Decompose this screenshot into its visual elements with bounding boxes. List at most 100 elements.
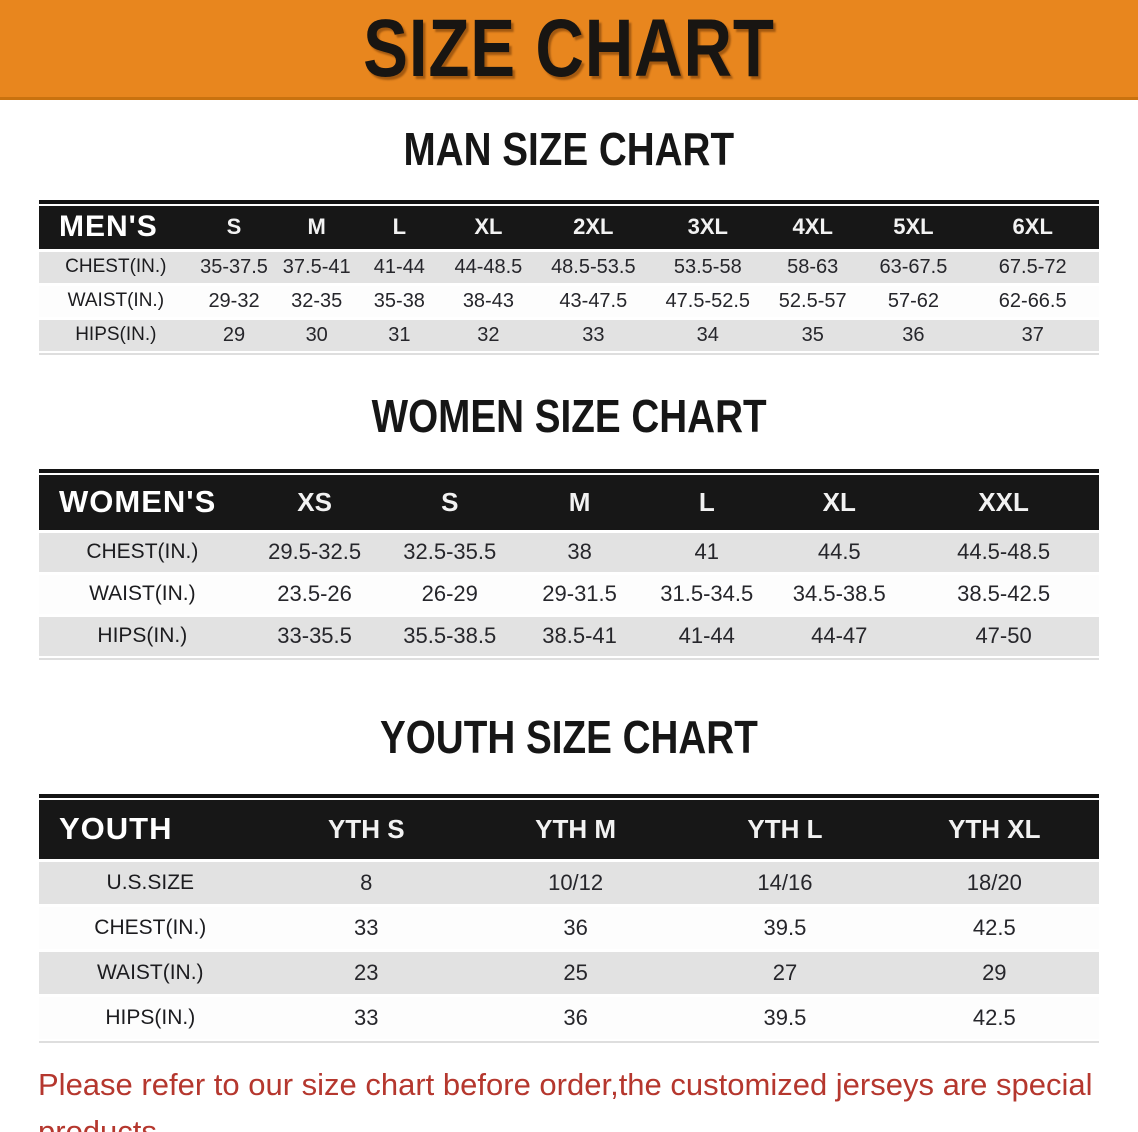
youth-table-wrap: YOUTH YTH S YTH M YTH L YTH XL U.S.SIZE …	[39, 794, 1099, 1043]
women-waist-row: WAIST(IN.) 23.5-26 26-29 29-31.5 31.5-34…	[39, 571, 1099, 616]
youth-size-table: YOUTH YTH S YTH M YTH L YTH XL U.S.SIZE …	[39, 800, 1099, 1041]
men-chest-row: CHEST(IN.) 35-37.5 37.5-41 41-44 44-48.5…	[39, 248, 1099, 285]
women-col-header: XL	[822, 486, 856, 517]
table-cell: 30	[275, 316, 359, 353]
table-cell: 42.5	[889, 903, 1099, 951]
women-size-table: WOMEN'S XS S M L XL XXL CHEST(IN.) 29.5-…	[39, 475, 1099, 658]
row-label: CHEST(IN.)	[39, 248, 193, 285]
men-size-table: MEN'S S M L XL 2XL 3XL 4XL 5XL 6XL CHEST	[39, 206, 1099, 353]
table-cell: 67.5-72	[966, 248, 1099, 285]
women-col-header: L	[698, 486, 715, 517]
women-section-heading: WOMEN SIZE CHART	[0, 389, 1138, 443]
youth-col-header: YTH XL	[948, 813, 1041, 844]
row-label: WAIST(IN.)	[39, 571, 246, 616]
women-table-title: WOMEN'S	[59, 484, 217, 520]
note-line-1: Please refer to our size chart before or…	[38, 1067, 1093, 1132]
table-cell: 36	[470, 903, 681, 951]
table-cell: 10/12	[470, 858, 681, 906]
table-cell: 35-38	[358, 282, 441, 319]
table-cell: 33	[261, 903, 471, 951]
table-cell: 8	[261, 858, 471, 906]
youth-waist-row: WAIST(IN.) 23 25 27 29	[39, 948, 1099, 996]
table-cell: 29-31.5	[515, 571, 644, 616]
table-cell: 44-48.5	[440, 248, 537, 285]
page-title: SIZE CHART	[363, 2, 775, 94]
table-cell: 18/20	[889, 858, 1099, 906]
table-cell: 32.5-35.5	[383, 529, 516, 574]
row-label: HIPS(IN.)	[39, 993, 262, 1041]
youth-hips-row: HIPS(IN.) 33 36 39.5 42.5	[39, 993, 1099, 1041]
table-cell: 26-29	[383, 571, 516, 616]
youth-chest-row: CHEST(IN.) 33 36 39.5 42.5	[39, 903, 1099, 951]
table-cell: 47.5-52.5	[650, 282, 766, 319]
table-cell: 23.5-26	[245, 571, 384, 616]
women-col-header: S	[441, 486, 459, 517]
row-label: U.S.SIZE	[39, 858, 262, 906]
men-col-header: 2XL	[573, 214, 614, 240]
youth-col-header: YTH L	[747, 813, 823, 844]
table-cell: 41-44	[643, 613, 771, 658]
table-cell: 44.5	[770, 529, 909, 574]
table-cell: 57-62	[860, 282, 967, 319]
men-section-heading-text: MAN SIZE CHART	[403, 123, 735, 175]
table-cell: 39.5	[680, 903, 890, 951]
youth-section-heading-text: YOUTH SIZE CHART	[380, 711, 758, 763]
row-label: HIPS(IN.)	[39, 316, 193, 353]
table-cell: 47-50	[908, 613, 1099, 658]
table-cell: 33	[261, 993, 471, 1041]
men-col-header: 4XL	[792, 214, 833, 240]
table-cell: 38	[515, 529, 644, 574]
men-hips-row: HIPS(IN.) 29 30 31 32 33 34 35 36 37	[39, 316, 1099, 353]
table-cell: 25	[470, 948, 681, 996]
table-cell: 32	[440, 316, 537, 353]
table-cell: 53.5-58	[650, 248, 766, 285]
women-col-header: XXL	[978, 486, 1029, 517]
table-cell: 33-35.5	[245, 613, 384, 658]
table-cell: 52.5-57	[765, 282, 861, 319]
footer-note: Please refer to our size chart before or…	[38, 1061, 1108, 1132]
table-cell: 38.5-42.5	[908, 571, 1099, 616]
men-col-header: 6XL	[1012, 214, 1053, 240]
table-cell: 41	[643, 529, 771, 574]
table-cell: 48.5-53.5	[536, 248, 651, 285]
row-label: WAIST(IN.)	[39, 948, 262, 996]
youth-header-row: YOUTH YTH S YTH M YTH L YTH XL	[39, 800, 1099, 860]
women-col-header: XS	[297, 486, 332, 517]
women-col-header: M	[568, 486, 591, 517]
table-cell: 38-43	[440, 282, 537, 319]
table-cell: 39.5	[680, 993, 890, 1041]
youth-section-heading: YOUTH SIZE CHART	[0, 710, 1138, 764]
row-label: HIPS(IN.)	[39, 613, 246, 658]
youth-ussize-row: U.S.SIZE 8 10/12 14/16 18/20	[39, 858, 1099, 906]
table-cell: 29.5-32.5	[245, 529, 384, 574]
row-label: CHEST(IN.)	[39, 903, 262, 951]
men-col-header: XL	[474, 214, 503, 240]
table-cell: 23	[261, 948, 471, 996]
table-cell: 58-63	[765, 248, 861, 285]
table-cell: 42.5	[889, 993, 1099, 1041]
table-cell: 31	[358, 316, 441, 353]
youth-section: YOUTH SIZE CHART YOUTH YTH S YTH M YTH L…	[0, 710, 1138, 1043]
women-header-row: WOMEN'S XS S M L XL XXL	[39, 475, 1099, 531]
table-cell: 32-35	[275, 282, 359, 319]
table-cell: 34.5-38.5	[770, 571, 909, 616]
table-cell: 34	[650, 316, 766, 353]
women-hips-row: HIPS(IN.) 33-35.5 35.5-38.5 38.5-41 41-4…	[39, 613, 1099, 658]
youth-table-title: YOUTH	[59, 811, 173, 847]
table-cell: 37	[966, 316, 1099, 353]
table-cell: 35	[765, 316, 861, 353]
row-label: CHEST(IN.)	[39, 529, 246, 574]
men-section-heading: MAN SIZE CHART	[0, 122, 1138, 176]
table-cell: 29	[192, 316, 276, 353]
men-col-header: L	[392, 214, 407, 240]
table-cell: 29	[889, 948, 1099, 996]
table-cell: 33	[536, 316, 651, 353]
men-header-row: MEN'S S M L XL 2XL 3XL 4XL 5XL 6XL	[39, 206, 1099, 250]
table-cell: 63-67.5	[860, 248, 967, 285]
women-section-heading-text: WOMEN SIZE CHART	[371, 390, 767, 442]
table-cell: 44-47	[770, 613, 909, 658]
women-section: WOMEN SIZE CHART WOMEN'S XS S M L XL XX	[0, 389, 1138, 660]
row-label: WAIST(IN.)	[39, 282, 193, 319]
table-cell: 43-47.5	[536, 282, 651, 319]
